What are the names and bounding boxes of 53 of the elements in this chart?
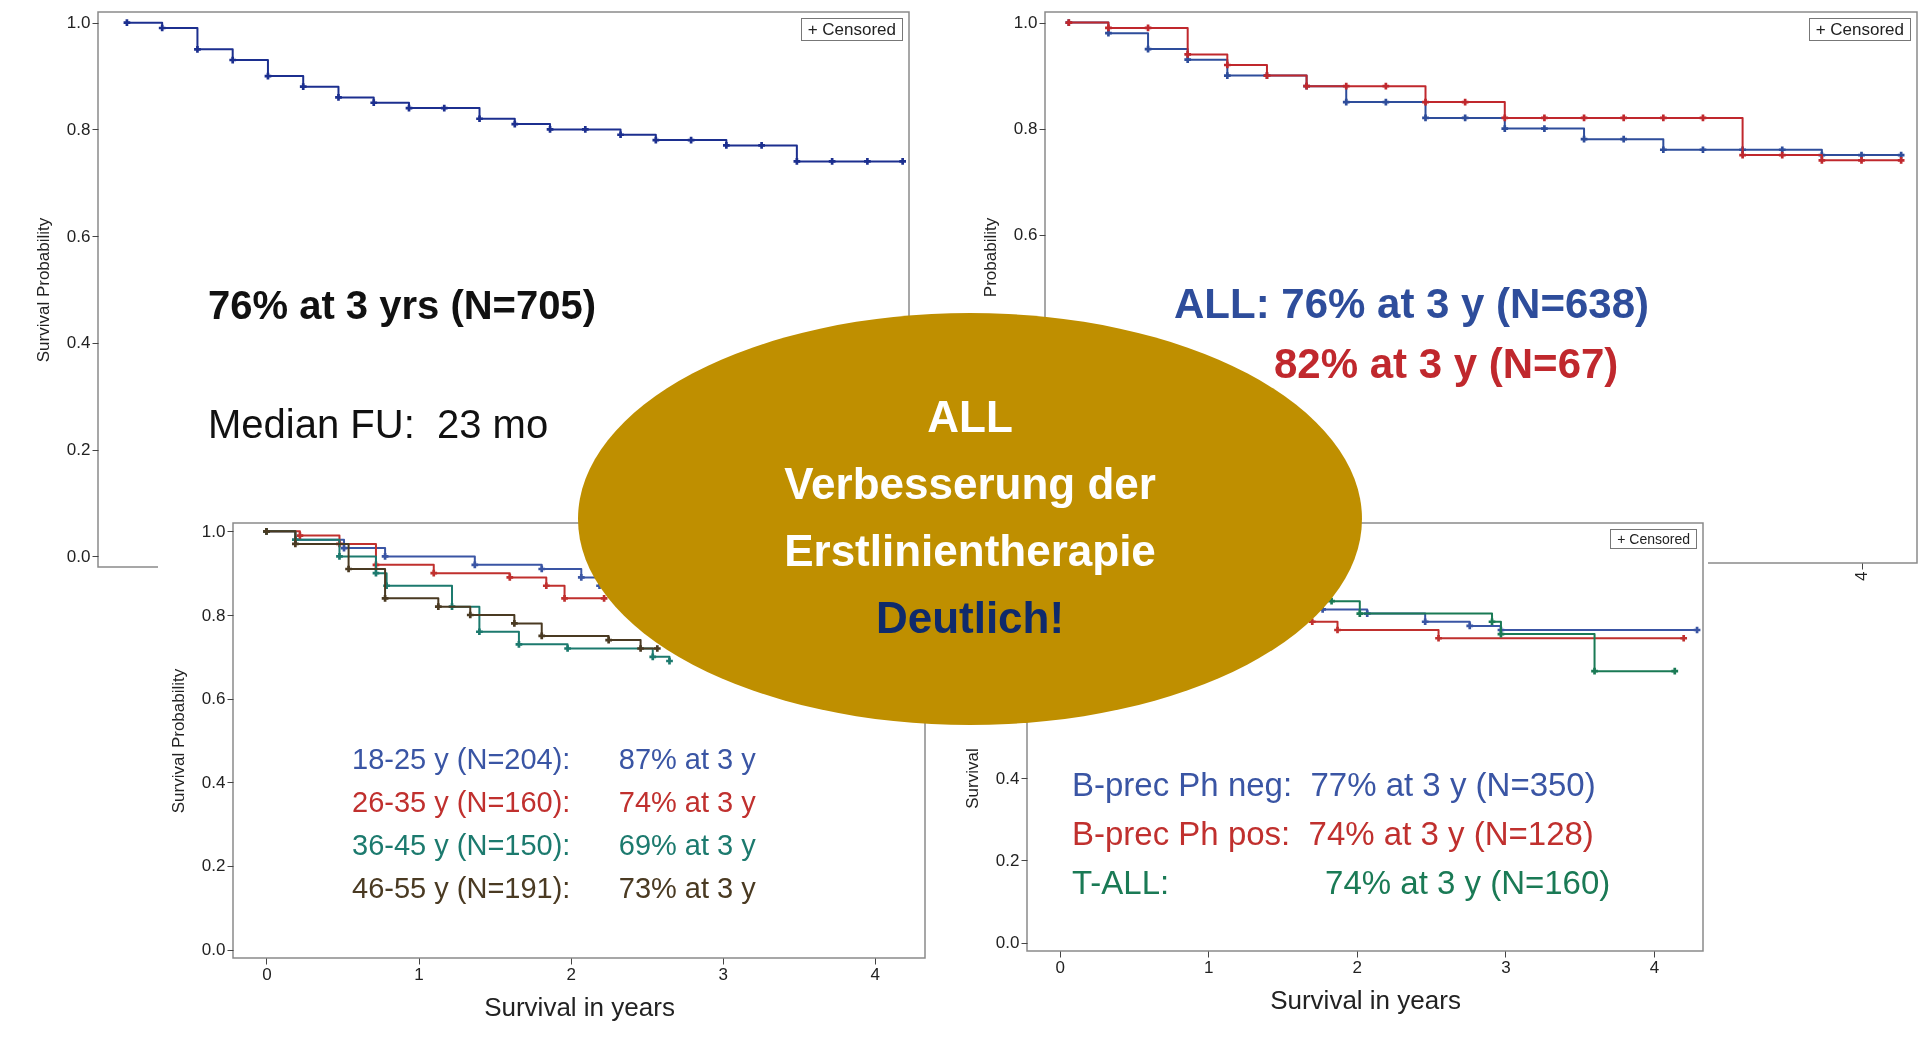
x-tick-label: 3 bbox=[718, 964, 728, 984]
y-tick-label: 0.2 bbox=[66, 440, 91, 460]
y-tick-label: 0.6 bbox=[1013, 225, 1038, 245]
y-tick-label: 1.0 bbox=[1013, 13, 1038, 33]
y-tick-label: 0.0 bbox=[201, 940, 226, 960]
y-axis-title: Survival Probability bbox=[168, 668, 188, 814]
x-tick-label: 4 bbox=[870, 964, 881, 984]
text: 36-45 y (N=150): 69% at 3 y bbox=[352, 829, 757, 861]
y-tick-label: 0.4 bbox=[66, 333, 91, 353]
text: ALL: 76% at 3 y (N=638) bbox=[1174, 280, 1650, 327]
y-tick-label: 0.2 bbox=[995, 850, 1020, 870]
text: 18-25 y (N=204): 87% at 3 y bbox=[352, 743, 757, 775]
x-tick-label: 4 bbox=[1852, 571, 1872, 581]
x-tick-label: 0 bbox=[262, 964, 272, 984]
y-tick-label: 0.8 bbox=[201, 605, 226, 625]
x-tick-label: 0 bbox=[1055, 957, 1065, 977]
y-tick-label: 0.0 bbox=[66, 546, 91, 566]
text: 82% at 3 y (N=67) bbox=[1274, 340, 1619, 387]
annotation: Verbesserung der bbox=[784, 459, 1156, 508]
x-tick-label: 2 bbox=[1352, 957, 1363, 977]
x-tick-label: 1 bbox=[1204, 957, 1214, 977]
y-tick-label: 0.4 bbox=[995, 768, 1020, 788]
annotation: Erstlinientherapie bbox=[784, 526, 1156, 575]
text: T-ALL: 74% at 3 y (N=160) bbox=[1072, 864, 1611, 901]
y-axis-title: Probability bbox=[980, 217, 1000, 298]
y-axis-title: Survival bbox=[962, 748, 982, 809]
y-tick-label: 0.2 bbox=[201, 856, 226, 876]
x-tick-label: 1 bbox=[414, 964, 424, 984]
y-tick-label: 0.6 bbox=[66, 226, 91, 246]
text: B-prec Ph neg: 77% at 3 y (N=350) bbox=[1072, 766, 1596, 803]
annotation: Median FU: 23 mo bbox=[208, 401, 549, 446]
annotation: + Censored bbox=[1808, 18, 1911, 41]
annotation: Deutlich! bbox=[875, 593, 1065, 642]
annotation: 76% at 3 yrs (N=705) bbox=[208, 282, 597, 327]
text: 26-35 y (N=160): 74% at 3 y bbox=[352, 786, 757, 818]
y-tick-label: 0.0 bbox=[995, 933, 1020, 953]
text: 46-55 y (N=191): 73% at 3 y bbox=[352, 872, 757, 904]
y-tick-label: 0.8 bbox=[1013, 119, 1038, 139]
text: B-prec Ph pos: 74% at 3 y (N=128) bbox=[1072, 815, 1594, 852]
annotation: + Censored bbox=[1610, 529, 1697, 549]
x-tick-label: 2 bbox=[566, 964, 576, 984]
y-tick-label: 0.8 bbox=[66, 119, 91, 139]
y-tick-label: 1.0 bbox=[66, 13, 91, 33]
x-axis-title: Survival in years bbox=[484, 991, 675, 1022]
text: ALL bbox=[927, 392, 1013, 441]
y-axis-title: Survival Probability bbox=[33, 217, 53, 363]
y-tick-label: 0.4 bbox=[201, 772, 226, 792]
y-tick-label: 1.0 bbox=[201, 521, 226, 541]
annotation: + Censored bbox=[800, 18, 903, 41]
x-tick-label: 3 bbox=[1501, 957, 1511, 977]
x-axis-title: Survival in years bbox=[1270, 984, 1461, 1015]
y-tick-label: 0.6 bbox=[201, 689, 226, 709]
x-tick-label: 4 bbox=[1649, 957, 1660, 977]
